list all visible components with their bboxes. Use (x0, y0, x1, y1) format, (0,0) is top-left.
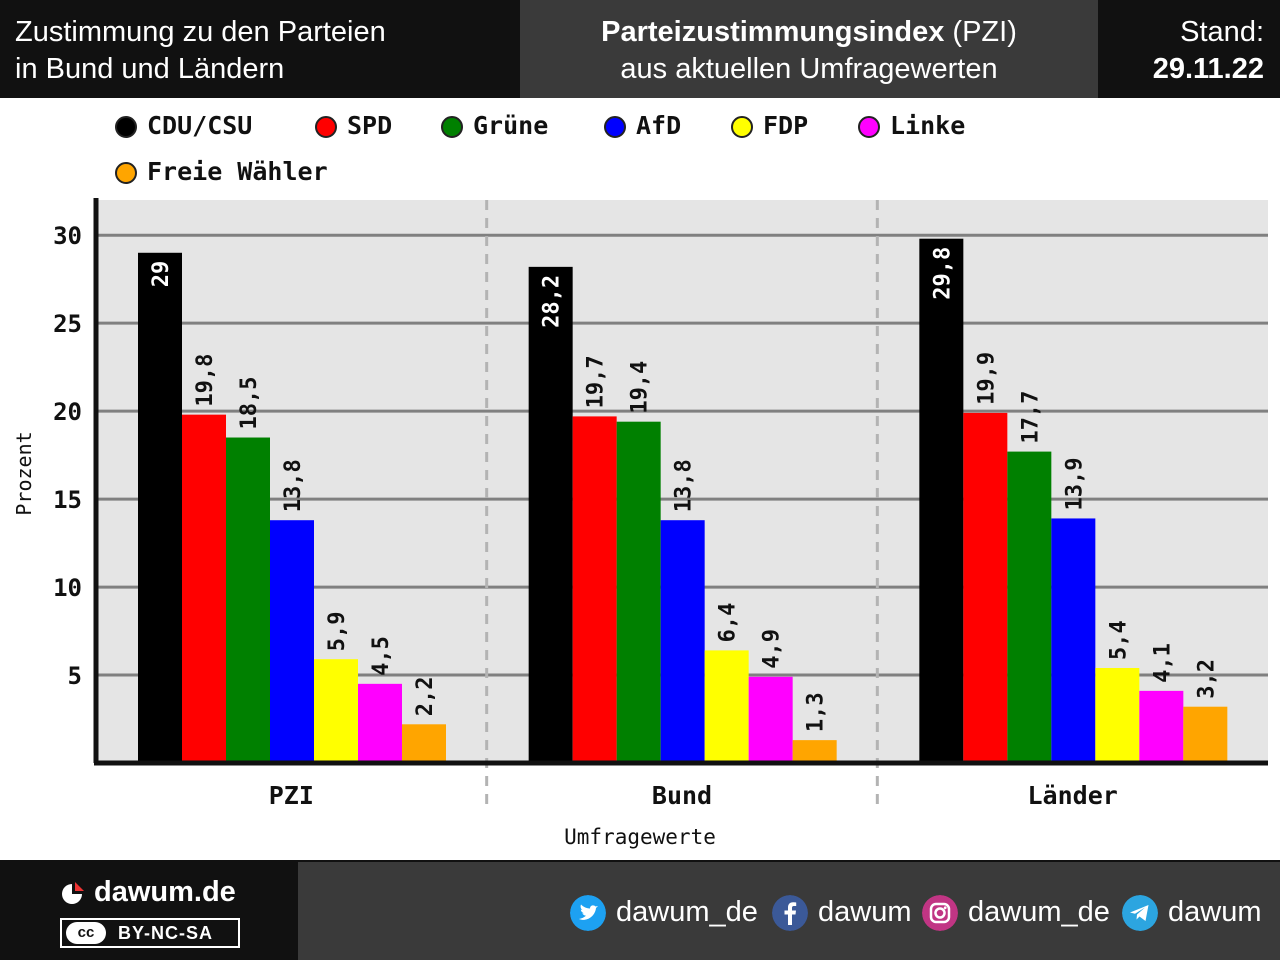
telegram-icon (1122, 895, 1158, 931)
bar (1139, 690, 1184, 763)
bar (1095, 667, 1140, 763)
bar (704, 650, 749, 763)
header-subtitle-line1: Zustimmung zu den Parteien (15, 16, 386, 48)
legend-label-freie-waehler: Freie Wähler (147, 157, 328, 186)
data-label: 4,9 (760, 629, 785, 669)
bar (616, 421, 661, 763)
instagram-handle: dawum_de (968, 896, 1110, 928)
legend-label-afd: AfD (636, 111, 682, 140)
bar (1007, 451, 1052, 763)
legend-swatch-freie-waehler (115, 162, 137, 184)
y-tick-label: 5 (68, 662, 82, 690)
bar-chart: 5 10 15 20 25 30 29 19,8 18,5 13,8 5,9 4,5 2,2 PZI 28,… (12, 198, 1268, 849)
y-tick-label: 25 (53, 310, 82, 338)
bar (572, 416, 617, 763)
dawum-logo-icon (62, 882, 84, 904)
bar (963, 412, 1008, 763)
legend-swatch-fdp (731, 116, 753, 138)
date-value: 29.11.22 (1152, 53, 1264, 85)
footer: dawum.de cc BY-NC-SA dawum_de dawum dawu… (0, 860, 1280, 960)
bar (528, 266, 573, 763)
license-text: BY-NC-SA (118, 923, 214, 943)
bar (660, 520, 705, 763)
telegram-handle: dawum (1168, 896, 1262, 928)
chart-title-line2: aus aktuellen Umfragewerten (620, 53, 998, 85)
legend-swatch-linke (858, 116, 880, 138)
y-tick-label: 15 (53, 486, 82, 514)
legend-label-spd: SPD (347, 111, 393, 140)
bar (270, 520, 314, 763)
x-axis-title: Umfragewerte (564, 825, 716, 849)
bar (1183, 706, 1228, 763)
legend-label-gruene: Grüne (473, 111, 549, 140)
data-label: 5,9 (325, 611, 350, 651)
bar (1051, 518, 1096, 763)
header-subtitle: Zustimmung zu den Parteien in Bund und L… (0, 0, 520, 98)
header-subtitle-line2: in Bund und Ländern (15, 53, 285, 85)
legend-swatch-cdu-csu (115, 116, 137, 138)
bar (314, 659, 358, 763)
twitter-handle: dawum_de (616, 896, 758, 928)
data-label: 19,8 (193, 354, 218, 407)
legend-swatch-gruene (441, 116, 463, 138)
facebook-handle: dawum (818, 896, 912, 928)
date-box: Stand: 29.11.22 (1098, 0, 1280, 98)
legend-label-linke: Linke (890, 111, 966, 140)
bar (748, 676, 793, 763)
legend-swatch-afd (604, 116, 626, 138)
data-label: 4,1 (1150, 643, 1175, 683)
creative-commons-icon: cc (66, 922, 106, 944)
data-label: 6,4 (716, 603, 741, 643)
data-label: 13,8 (672, 459, 697, 512)
y-axis-title: Prozent (12, 431, 36, 515)
brand-name: dawum.de (94, 876, 236, 908)
legend-label-fdp: FDP (763, 111, 809, 140)
facebook-icon (772, 895, 808, 931)
x-tick-label: Bund (652, 781, 712, 810)
data-label: 28,2 (540, 275, 565, 328)
data-label: 13,8 (281, 459, 306, 512)
data-label: 18,5 (237, 377, 262, 430)
header: Zustimmung zu den Parteien in Bund und L… (0, 0, 1280, 98)
bar (226, 437, 270, 763)
y-tick-label: 10 (53, 574, 82, 602)
chart-title-abbrev: (PZI) (944, 16, 1017, 48)
bar (919, 238, 964, 764)
x-tick-label: PZI (269, 781, 314, 810)
date-label: Stand: (1180, 16, 1264, 48)
brand-area: dawum.de cc BY-NC-SA (0, 862, 298, 960)
legend-swatch-spd (315, 116, 337, 138)
data-label: 19,7 (584, 355, 609, 408)
bar (402, 724, 446, 763)
license-badge: cc BY-NC-SA (60, 918, 240, 948)
data-label: 29,8 (930, 247, 955, 300)
instagram-icon (922, 895, 958, 931)
legend-label-cdu-csu: CDU/CSU (147, 111, 253, 140)
y-tick-label: 20 (53, 398, 82, 426)
data-label: 19,9 (974, 352, 999, 405)
data-label: 17,7 (1018, 391, 1043, 444)
bar (358, 683, 402, 763)
x-tick-label: Länder (1028, 781, 1118, 810)
bar (138, 252, 182, 763)
data-label: 29 (149, 261, 174, 288)
twitter-icon (570, 895, 606, 931)
data-label: 19,4 (628, 361, 653, 414)
data-label: 1,3 (804, 692, 829, 732)
data-label: 5,4 (1106, 620, 1131, 660)
data-label: 13,9 (1062, 457, 1087, 510)
chart-title-bold: Parteizustimmungsindex (601, 16, 945, 48)
bar (792, 740, 837, 763)
chart-title: Parteizustimmungsindex (PZI) aus aktuell… (520, 0, 1098, 98)
data-label: 3,2 (1194, 659, 1219, 699)
data-label: 2,2 (413, 677, 438, 717)
y-tick-label: 30 (53, 222, 82, 250)
data-label: 4,5 (369, 636, 394, 676)
bar (182, 414, 226, 763)
